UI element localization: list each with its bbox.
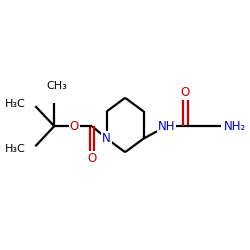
Text: H₃C: H₃C xyxy=(5,144,26,154)
Text: NH: NH xyxy=(158,120,175,133)
Text: H₃C: H₃C xyxy=(5,99,26,109)
Text: CH₃: CH₃ xyxy=(46,81,67,91)
Text: NH₂: NH₂ xyxy=(224,120,246,133)
Text: O: O xyxy=(181,86,190,99)
Text: N: N xyxy=(102,132,111,145)
Text: O: O xyxy=(70,120,79,133)
Text: O: O xyxy=(88,152,97,164)
